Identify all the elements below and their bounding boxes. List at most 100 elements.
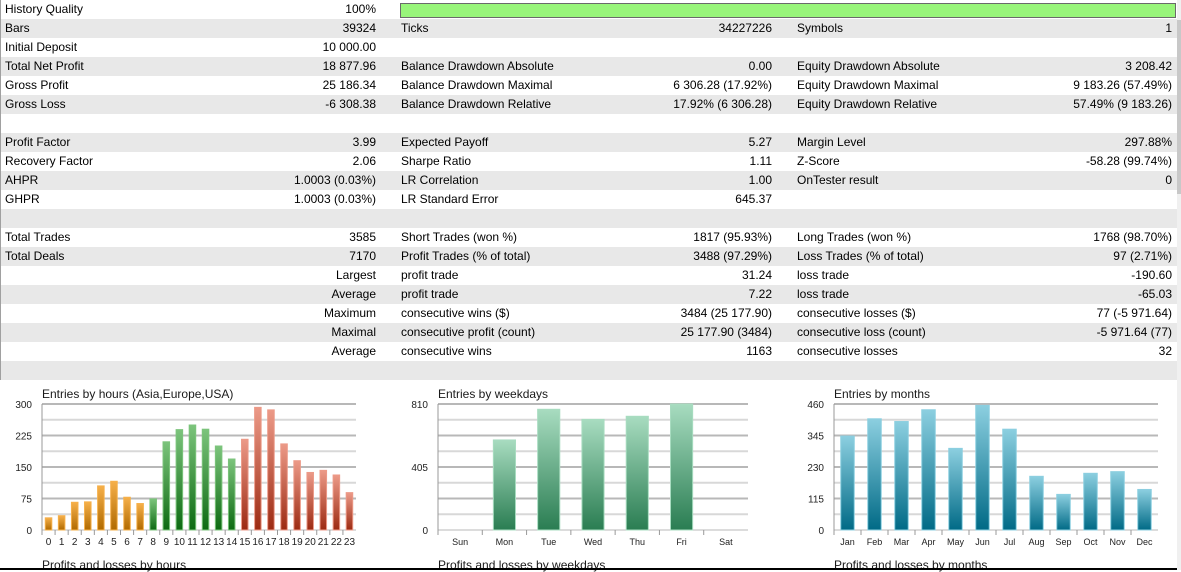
y-tick-label: 0 bbox=[818, 526, 824, 537]
bar-12 bbox=[201, 428, 210, 531]
stat-value: 1.11 bbox=[749, 154, 772, 168]
x-tick-label: 7 bbox=[137, 537, 143, 548]
stat-label: Equity Drawdown Absolute bbox=[797, 59, 940, 73]
bar-11 bbox=[188, 424, 197, 531]
x-tick-label: 0 bbox=[46, 537, 52, 548]
stat-value: 1 bbox=[1165, 21, 1172, 35]
stat-label: profit trade bbox=[401, 268, 459, 282]
stats-row: Gross Loss -6 308.38 Balance Drawdown Rela… bbox=[1, 95, 1177, 114]
vertical-scrollbar[interactable] bbox=[1177, 0, 1181, 570]
stat-value: 1.0003 (0.03%) bbox=[293, 173, 376, 187]
stat-label: OnTester result bbox=[797, 173, 879, 187]
stat-label: Bars bbox=[5, 21, 30, 35]
bar-0 bbox=[44, 517, 53, 531]
stat-label: GHPR bbox=[5, 192, 40, 206]
stat-value: 9 183.26 (57.49%) bbox=[1073, 78, 1172, 92]
x-tick-label: 9 bbox=[164, 537, 170, 548]
x-tick-label: 19 bbox=[292, 537, 304, 548]
stat-value: 2.06 bbox=[352, 154, 376, 168]
stat-label: Balance Drawdown Relative bbox=[401, 97, 552, 111]
x-tick-label: Aug bbox=[1028, 537, 1044, 547]
stats-row: GHPR 1.0003 (0.03%) LR Standard Error 645.3… bbox=[1, 190, 1177, 209]
stat-label: consecutive profit (count) bbox=[401, 325, 536, 339]
stat-label: Recovery Factor bbox=[5, 154, 94, 168]
stats-row: Gross Profit 25 186.34 Balance Drawdown Ma… bbox=[1, 76, 1177, 95]
stat-label: Total Trades bbox=[5, 230, 71, 244]
chart-entries-by-weekdays: 0 405 810 Sun Mon Tue Wed Thu Fri Sat Entries by … bbox=[396, 380, 791, 572]
stat-value: 1163 bbox=[746, 344, 772, 358]
x-tick-label: 21 bbox=[318, 537, 330, 548]
chart-svg-months: 0 115 230 345 460 Jan Feb Mar Apr May Jun Jul Aug Sep… bbox=[807, 400, 1158, 547]
stats-row bbox=[1, 114, 1177, 133]
bar-4 bbox=[97, 485, 105, 531]
bar-Oct bbox=[1083, 472, 1098, 531]
scroll-thumb[interactable] bbox=[1177, 20, 1181, 194]
stat-value: Largest bbox=[335, 268, 376, 282]
stat-value: 3585 bbox=[349, 230, 376, 244]
x-tick-label: Thu bbox=[630, 537, 646, 547]
stat-label: loss trade bbox=[797, 268, 850, 282]
bar-Thu bbox=[625, 415, 649, 531]
stat-value: 18 877.96 bbox=[322, 59, 376, 73]
x-tick-label: 14 bbox=[226, 537, 238, 548]
stat-value: 97 (2.71%) bbox=[1113, 249, 1172, 263]
stat-value: 297.88% bbox=[1124, 135, 1172, 149]
x-tick-label: 4 bbox=[98, 537, 104, 548]
stat-label: Z-Score bbox=[797, 154, 840, 168]
bar-Mon bbox=[492, 439, 516, 531]
stat-label: consecutive wins ($) bbox=[401, 306, 510, 320]
y-tick-label: 225 bbox=[15, 432, 32, 443]
stat-label: LR Standard Error bbox=[401, 192, 499, 206]
x-tick-label: 20 bbox=[305, 537, 317, 548]
x-tick-label: Fri bbox=[676, 537, 687, 547]
stat-value: 17.92% (6 306.28) bbox=[673, 97, 772, 111]
x-tick-label: Mon bbox=[496, 537, 514, 547]
bar-Wed bbox=[581, 418, 605, 531]
x-tick-label: Jan bbox=[840, 537, 855, 547]
stat-label: Loss Trades (% of total) bbox=[797, 249, 924, 263]
stat-label: Symbols bbox=[797, 21, 844, 35]
bar-Mar bbox=[894, 421, 909, 531]
stat-value: 25 186.34 bbox=[322, 78, 376, 92]
bar-10 bbox=[175, 429, 184, 531]
stats-row: AHPR 1.0003 (0.03%) LR Correlation 1.00 OnTe… bbox=[1, 171, 1177, 190]
bar-3 bbox=[84, 501, 92, 531]
x-tick-label: Dec bbox=[1136, 537, 1153, 547]
stat-label: Initial Deposit bbox=[5, 40, 78, 54]
stat-value: 3484 (25 177.90) bbox=[680, 306, 772, 320]
chart-entries-by-months: 0 115 230 345 460 Jan Feb Mar Apr May Jun Jul Aug Sep… bbox=[792, 380, 1181, 572]
stat-label: Sharpe Ratio bbox=[401, 154, 472, 168]
bar-8 bbox=[149, 498, 157, 531]
stat-value: 3.99 bbox=[352, 135, 376, 149]
y-tick-label: 460 bbox=[807, 400, 824, 411]
x-tick-label: 2 bbox=[72, 537, 78, 548]
stats-row: Recovery Factor 2.06 Sharpe Ratio 1.11 Z-Sco… bbox=[1, 152, 1177, 171]
stat-label: Expected Payoff bbox=[401, 135, 489, 149]
stat-label: Long Trades (won %) bbox=[797, 230, 912, 244]
stat-label: Equity Drawdown Maximal bbox=[797, 78, 939, 92]
stat-label: loss trade bbox=[797, 287, 850, 301]
history-quality-value: 100% bbox=[345, 2, 376, 16]
x-tick-label: 13 bbox=[213, 537, 225, 548]
bar-15 bbox=[241, 438, 249, 531]
x-tick-label: Feb bbox=[867, 537, 883, 547]
x-tick-label: May bbox=[947, 537, 965, 547]
x-tick-label: Jun bbox=[975, 537, 990, 547]
x-tick-label: 1 bbox=[59, 537, 65, 548]
bar-20 bbox=[306, 471, 314, 531]
x-tick-label: 23 bbox=[344, 537, 356, 548]
stat-value: Maximum bbox=[323, 306, 376, 320]
bar-Sep bbox=[1056, 493, 1071, 531]
stat-value: 25 177.90 (3484) bbox=[680, 325, 772, 339]
x-tick-label: Sat bbox=[719, 537, 733, 547]
y-tick-label: 75 bbox=[21, 495, 33, 506]
y-tick-label: 345 bbox=[807, 432, 824, 443]
bar-Jan bbox=[840, 435, 855, 531]
bar-Feb bbox=[867, 418, 882, 531]
bar-Tue bbox=[537, 408, 561, 531]
bar-17 bbox=[267, 409, 275, 531]
bar-7 bbox=[136, 503, 144, 531]
stat-label: Balance Drawdown Maximal bbox=[401, 78, 553, 92]
x-tick-label: 10 bbox=[174, 537, 186, 548]
x-tick-label: 8 bbox=[150, 537, 156, 548]
